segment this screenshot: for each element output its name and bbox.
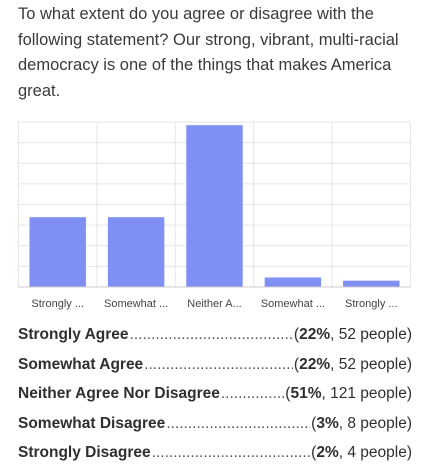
dot-leader	[144, 350, 293, 380]
x-tick-label: Strongly ...	[345, 298, 398, 310]
result-row: Somewhat Disagree (3%, 8 people)	[18, 409, 412, 439]
result-row: Neither Agree Nor Disagree (51%, 121 peop…	[18, 379, 412, 409]
result-value: (22%, 52 people)	[293, 355, 412, 373]
bar	[264, 277, 322, 287]
result-label: Somewhat Agree	[18, 355, 144, 373]
dot-leader	[221, 379, 284, 409]
result-value: (2%, 4 people)	[311, 444, 412, 461]
bar	[186, 125, 243, 287]
x-tick-label: Somewhat ...	[104, 298, 168, 310]
result-percent: 2%	[316, 444, 339, 461]
result-value: (3%, 8 people)	[311, 414, 412, 432]
result-percent: 3%	[316, 414, 339, 432]
bar	[29, 217, 86, 287]
x-tick-label: Strongly ...	[31, 298, 84, 310]
x-tick-label: Somewhat ...	[261, 298, 325, 310]
result-percent: 22%	[299, 355, 331, 373]
result-label: Strongly Agree	[18, 326, 129, 343]
result-label: Somewhat Disagree	[18, 414, 166, 432]
result-percent: 51%	[290, 385, 322, 402]
bar	[343, 280, 400, 287]
dot-leader	[166, 409, 310, 439]
result-value: (22%, 52 people)	[293, 326, 412, 343]
result-row: Somewhat Agree (22%, 52 people)	[18, 350, 412, 380]
result-value: (51%, 121 people)	[285, 385, 413, 402]
bar-chart: Strongly ... Somewhat ... Neither A... Some…	[18, 120, 411, 316]
result-row: Strongly Disagree (2%, 4 people)	[18, 438, 412, 468]
bar	[107, 217, 165, 287]
result-count: , 121 people)	[321, 385, 413, 402]
result-percent: 22%	[299, 326, 331, 343]
bar-chart-svg: Strongly ... Somewhat ... Neither A... Some…	[18, 121, 411, 310]
result-row: Strongly Agree (22%, 52 people)	[18, 320, 412, 350]
result-count: , 4 people)	[338, 444, 412, 461]
result-count: , 52 people)	[330, 326, 412, 343]
results-list: Strongly Agree (22%, 52 people) Somewhat …	[18, 320, 412, 468]
dot-leader	[130, 320, 293, 350]
result-count: , 52 people)	[330, 355, 412, 373]
x-tick-label: Neither A...	[187, 298, 241, 310]
dot-leader	[152, 438, 311, 468]
result-count: , 8 people)	[338, 414, 412, 432]
result-label: Neither Agree Nor Disagree	[18, 385, 220, 402]
question-text: To what extent do you agree or disagree …	[18, 5, 399, 100]
result-label: Strongly Disagree	[18, 444, 151, 461]
